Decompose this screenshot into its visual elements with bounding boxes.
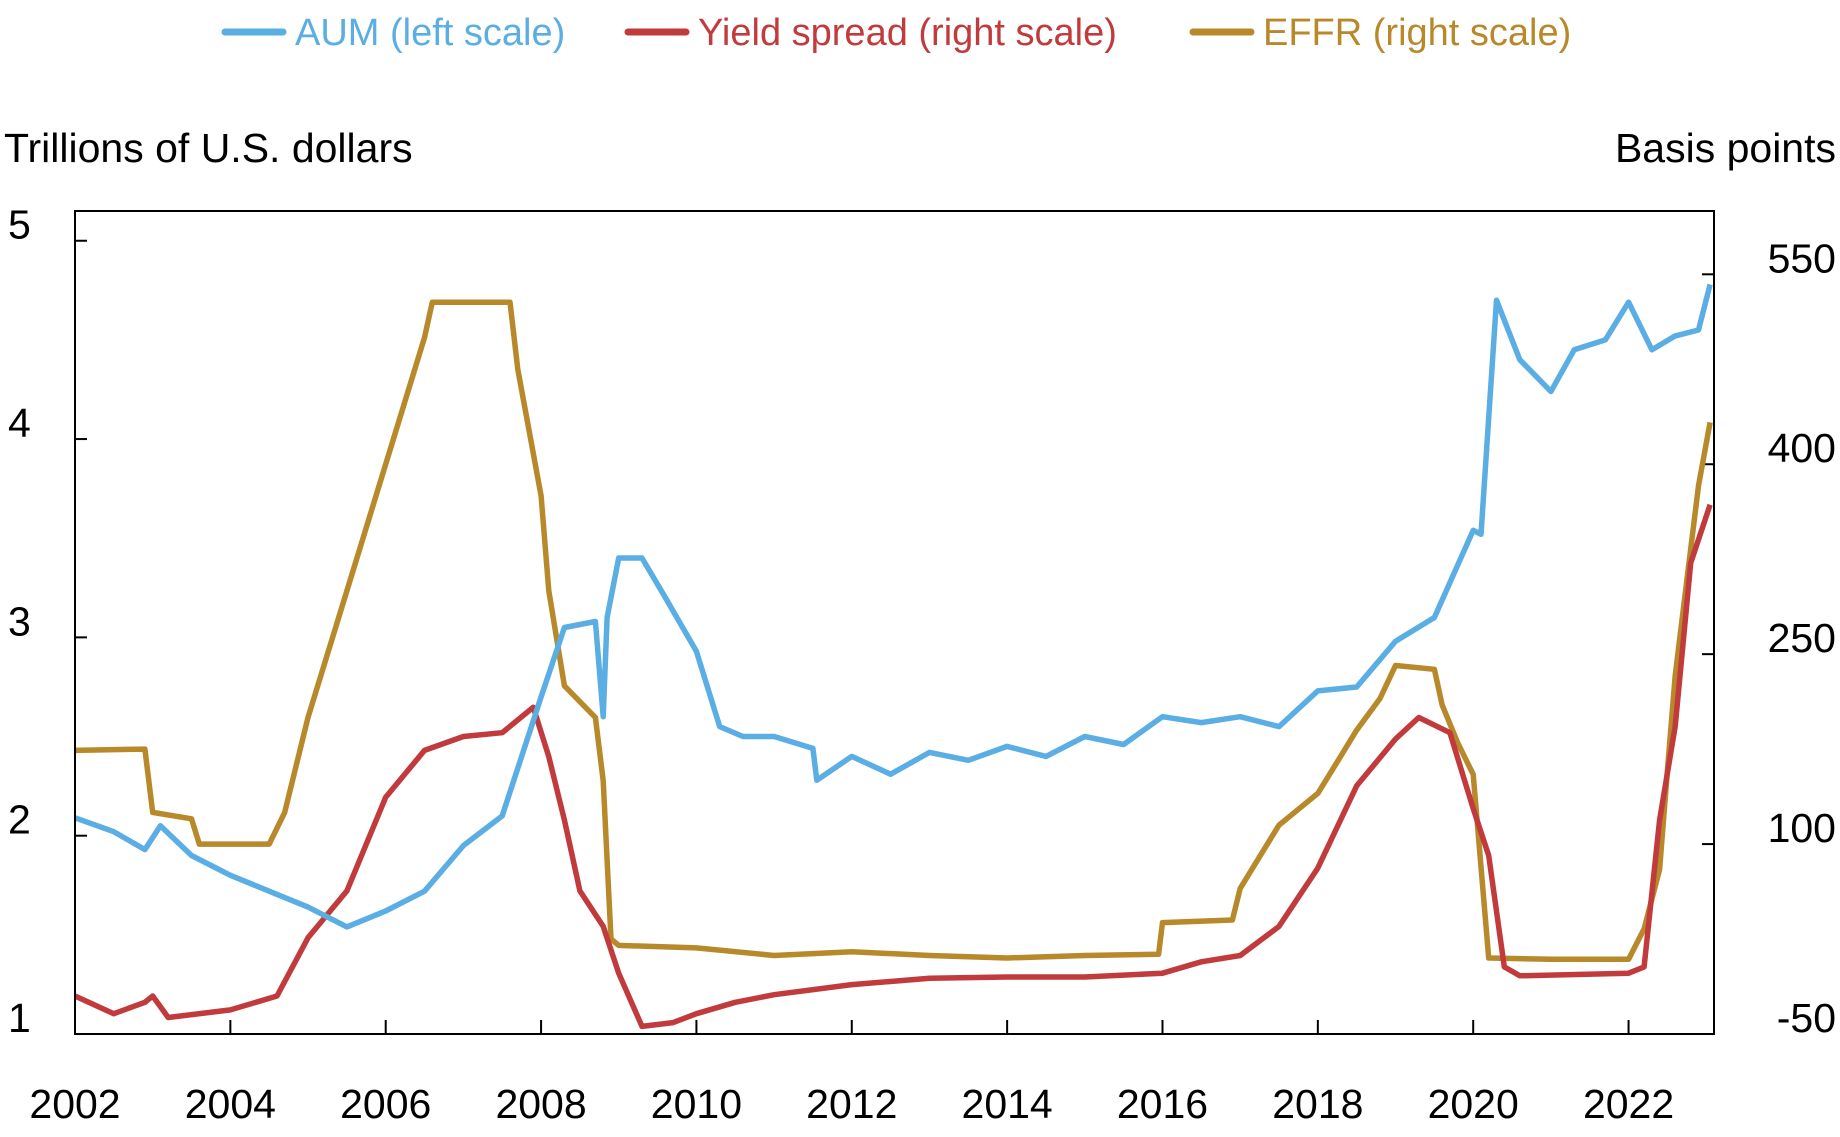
left-axis-label: Trillions of U.S. dollars [4,125,413,171]
right-tick-label: -50 [1777,995,1836,1041]
x-tick-label: 2020 [1428,1081,1519,1127]
x-tick-label: 2012 [806,1081,897,1127]
x-tick-label: 2022 [1583,1081,1674,1127]
legend-label: AUM (left scale) [295,12,565,54]
legend: AUM (left scale) Yield spread (right scal… [221,12,1571,54]
left-tick-label: 5 [8,202,31,248]
series-line-2 [74,299,1713,963]
right-tick-label: 100 [1768,805,1836,851]
x-tick-label: 2016 [1117,1081,1208,1127]
right-axis-label: Basis points [1615,125,1836,171]
series-line-1 [73,503,1713,1030]
series-line-0 [74,283,1713,930]
legend-label: Yield spread (right scale) [698,12,1117,54]
x-tick-label: 2002 [29,1081,120,1127]
legend-label: EFFR (right scale) [1263,12,1571,54]
plot-frame [74,210,1715,1035]
left-tick-label: 4 [8,400,31,446]
x-tick-label: 2004 [185,1081,276,1127]
left-tick-label: 2 [8,797,31,843]
left-tick-label: 1 [8,995,31,1041]
x-tick-label: 2010 [651,1081,742,1127]
right-tick-label: 550 [1768,235,1836,281]
x-tick-label: 2006 [340,1081,431,1127]
right-tick-label: 400 [1768,425,1836,471]
x-tick-label: 2018 [1272,1081,1363,1127]
left-tick-label: 3 [8,598,31,644]
x-tick-label: 2008 [495,1081,586,1127]
x-tick-label: 2014 [962,1081,1053,1127]
right-tick-label: 250 [1768,615,1836,661]
